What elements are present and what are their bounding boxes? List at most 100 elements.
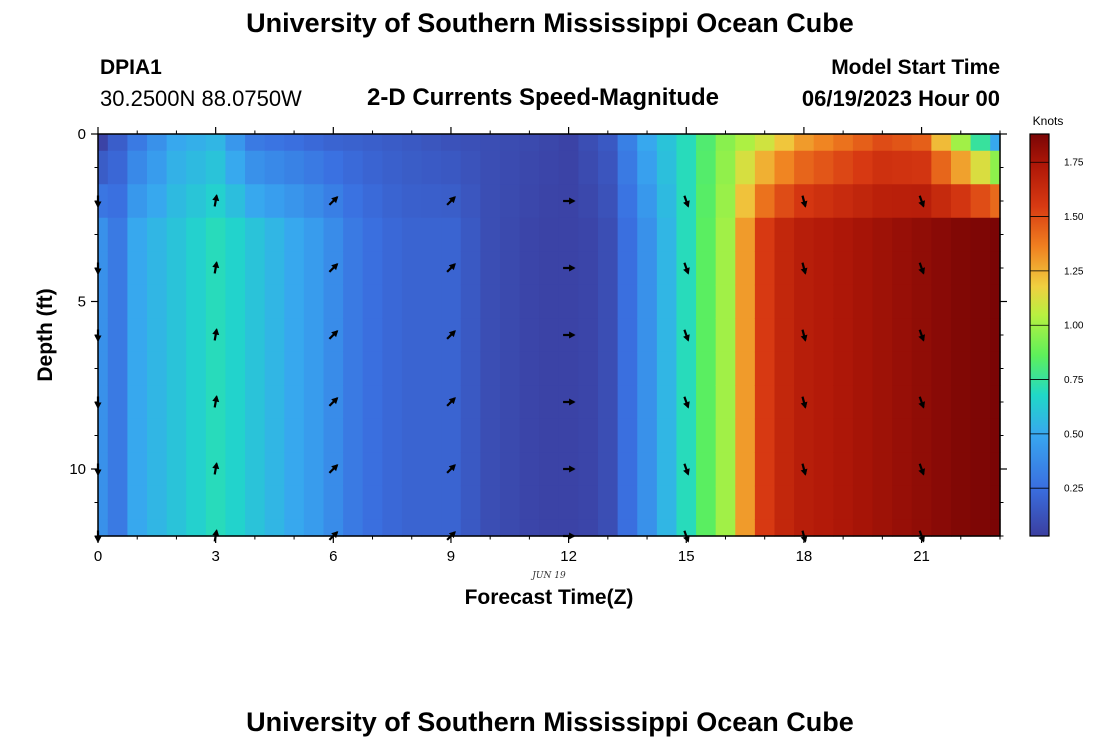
heatmap-cell <box>303 418 325 453</box>
heatmap-cell <box>872 418 893 453</box>
heatmap-cell <box>774 184 795 219</box>
heatmap-cell <box>617 150 638 185</box>
heatmap-cell <box>480 184 501 219</box>
heatmap-cell <box>480 519 501 537</box>
heatmap-cell <box>872 217 893 252</box>
y-tick-label: 5 <box>78 294 86 311</box>
heatmap-cell <box>245 184 266 219</box>
heatmap-cell <box>794 351 815 386</box>
heatmap-cell <box>990 318 1001 353</box>
heatmap-cell <box>264 217 285 252</box>
current-arrow <box>683 195 690 208</box>
heatmap-cell <box>303 184 325 219</box>
heatmap-cell <box>127 251 148 286</box>
heatmap-cell <box>343 284 364 319</box>
heatmap-cell <box>558 418 580 453</box>
heatmap-cell <box>970 284 991 319</box>
heatmap-cell <box>617 452 638 487</box>
heatmap-cell <box>382 251 403 286</box>
model-start-value: 06/19/2023 Hour 00 <box>801 86 1000 111</box>
heatmap-cell <box>460 418 481 453</box>
heatmap-cell <box>598 150 619 185</box>
heatmap-cell <box>754 150 776 185</box>
heatmap-cell <box>990 184 1001 219</box>
heatmap-cell <box>147 150 168 185</box>
heatmap-cell <box>735 485 756 520</box>
heatmap-cell <box>833 150 854 185</box>
heatmap-cell <box>833 418 854 453</box>
heatmap-cell <box>696 418 717 453</box>
heatmap-cell <box>539 217 560 252</box>
heatmap-cell <box>421 284 442 319</box>
heatmap-cell <box>637 318 658 353</box>
heatmap-cell <box>401 150 423 185</box>
heatmap-cell <box>539 385 560 420</box>
x-tick-label: 21 <box>913 548 930 565</box>
heatmap-cell <box>754 485 776 520</box>
heatmap-cell <box>421 351 442 386</box>
heatmap-cell <box>205 519 227 537</box>
heatmap-cell <box>754 134 776 152</box>
heatmap-cell <box>539 519 560 537</box>
heatmap-cell <box>166 251 187 286</box>
heatmap-cell <box>715 134 736 152</box>
heatmap-cell <box>284 150 305 185</box>
heatmap-cell <box>598 184 619 219</box>
heatmap-cell <box>401 452 423 487</box>
x-axis-title: Forecast Time(Z) <box>465 586 634 609</box>
heatmap-cell <box>872 318 893 353</box>
heatmap-cell <box>107 318 129 353</box>
current-arrow <box>800 463 808 476</box>
heatmap-cell <box>852 485 874 520</box>
heatmap-cell <box>225 184 246 219</box>
heatmap-cell <box>735 418 756 453</box>
heatmap-cell <box>147 134 168 152</box>
heatmap-cell <box>911 217 932 252</box>
heatmap-cell <box>166 150 187 185</box>
heatmap-cell <box>539 452 560 487</box>
heatmap-cell <box>186 418 207 453</box>
heatmap-cell <box>931 284 952 319</box>
heatmap-cell <box>558 217 580 252</box>
heatmap-cell <box>696 452 717 487</box>
heatmap-cell <box>205 351 227 386</box>
heatmap-cell <box>362 284 383 319</box>
heatmap-cell <box>166 217 187 252</box>
heatmap-cell <box>637 134 658 152</box>
heatmap-cell <box>715 150 736 185</box>
heatmap-cell <box>696 318 717 353</box>
heatmap-cell <box>852 217 874 252</box>
heatmap-cell <box>696 485 717 520</box>
heatmap-cell <box>539 134 560 152</box>
heatmap-cell <box>852 284 874 319</box>
heatmap-cell <box>990 452 1001 487</box>
heatmap-cell <box>186 251 207 286</box>
heatmap-cell <box>656 485 678 520</box>
heatmap-cell <box>343 452 364 487</box>
heatmap-cell <box>598 485 619 520</box>
heatmap-cell <box>617 284 638 319</box>
heatmap-cell <box>499 385 521 420</box>
heatmap-cell <box>303 385 325 420</box>
heatmap-cell <box>617 485 638 520</box>
heatmap-cell <box>637 519 658 537</box>
heatmap-cell <box>284 519 305 537</box>
heatmap-cell <box>931 519 952 537</box>
heatmap-cell <box>245 351 266 386</box>
heatmap-cell <box>970 184 991 219</box>
heatmap-cell <box>107 284 129 319</box>
x-tick-label: 0 <box>94 548 102 565</box>
heatmap-cell <box>303 351 325 386</box>
heatmap-cell <box>892 452 913 487</box>
heatmap-cell <box>931 150 952 185</box>
heatmap-cell <box>245 134 266 152</box>
current-arrow <box>683 329 690 342</box>
current-arrow <box>212 328 220 341</box>
heatmap-cell <box>813 251 834 286</box>
heatmap-cell <box>950 485 972 520</box>
heatmap-cell <box>401 351 423 386</box>
heatmap-cell <box>696 385 717 420</box>
current-arrow <box>918 262 925 275</box>
heatmap-cell <box>421 519 442 537</box>
